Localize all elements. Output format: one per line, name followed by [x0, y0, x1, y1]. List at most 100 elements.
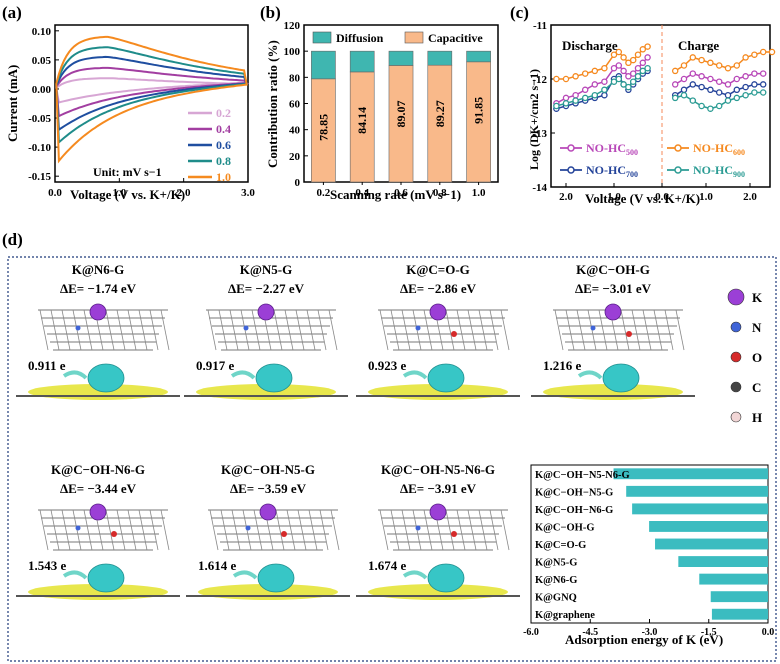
d-charge-cyan-0 — [87, 363, 125, 393]
b-xtick-label-0.8: 0.8 — [433, 187, 447, 199]
c-point-NO-HC500-charge-2 — [689, 70, 697, 77]
d-lattice-col-3-11 — [675, 309, 685, 351]
d-lattice-col-2-11 — [500, 309, 510, 351]
d-lattice-col-6-0 — [379, 509, 389, 551]
c-point-NO-HC500-discharge-13 — [644, 54, 651, 61]
d-n-atom-1 — [243, 325, 249, 331]
c-point-NO-HC500-discharge-7 — [615, 62, 623, 69]
d-n-atom-3 — [590, 325, 596, 331]
c-legend-marker-3 — [674, 166, 682, 174]
c-point-NO-HC600-charge-3 — [698, 56, 705, 64]
c-point-NO-HC900-discharge-2 — [572, 97, 579, 104]
c-point-NO-HC600-discharge-0 — [553, 75, 560, 83]
c-legend-marker-2 — [567, 166, 575, 174]
c-point-NO-HC900-charge-6 — [724, 97, 732, 104]
d-lattice-col-1-1 — [218, 309, 228, 351]
d-lattice-col-5-1 — [220, 509, 230, 551]
c-left-xtick-label-0: 2.0 — [559, 191, 573, 203]
d-k-atom-4 — [89, 503, 107, 521]
d-lattice-col-3-10 — [664, 309, 674, 351]
d-structure-energy-5: ΔE= −3.59 eV — [230, 481, 307, 496]
c-point-NO-HC900-discharge-6 — [610, 78, 618, 85]
c-point-NO-HC600-discharge-12 — [639, 46, 647, 53]
b-legend-swatch-capacitive — [404, 31, 424, 44]
d-bar-label-3: K@C−OH-G — [535, 522, 595, 533]
d-bar-7 — [710, 591, 768, 603]
c-point-NO-HC900-discharge-3 — [581, 94, 589, 102]
d-lattice-col-0-9 — [138, 309, 148, 351]
c-point-NO-HC600-charge-0 — [671, 67, 679, 75]
d-bar-label-8: K@graphene — [535, 610, 595, 621]
d-lattice-col-6-4 — [423, 509, 433, 551]
panel-label-a: (a) — [2, 3, 22, 22]
b-ytick-label-3: 60 — [289, 99, 301, 111]
panel-c: (c) Discharge Charge -11 -12 -13 -14 2.0 1.0… — [510, 3, 776, 206]
d-charge-cyan-6 — [427, 563, 465, 593]
d-n-atom-0 — [75, 325, 81, 331]
d-lattice-col-4-1 — [50, 509, 60, 551]
c-point-NO-HC900-charge-8 — [742, 91, 749, 99]
c-point-NO-HC500-charge-8 — [742, 73, 749, 80]
d-xtick-label-2: -3.0 — [642, 627, 658, 638]
d-charge-value-0: 0.911 e — [28, 358, 66, 373]
c-point-NO-HC600-discharge-7 — [615, 48, 623, 56]
d-o-atom-3 — [626, 331, 632, 337]
c-point-NO-HC600-charge-9 — [751, 51, 758, 58]
d-bars: K@C−OH−N5-N6-G K@C−OH−N5-G K@C−OH−N6-G K@C−… — [535, 468, 768, 621]
d-lattice-col-1-4 — [251, 309, 261, 351]
a-xtick-label-2: 2.0 — [177, 187, 191, 199]
c-section-charge: Charge — [678, 38, 719, 53]
c-point-NO-HC600-charge-6 — [724, 64, 732, 72]
plot-a-frame — [54, 24, 249, 183]
d-lattice-col-1-6 — [273, 309, 283, 351]
b-xtick-label-0.6: 0.6 — [394, 187, 408, 199]
c-point-NO-HC500-discharge-11 — [634, 64, 642, 72]
d-lattice-col-3-6 — [620, 309, 630, 351]
c-point-NO-HC600-charge-11 — [768, 48, 776, 56]
c-point-NO-HC500-discharge-4 — [591, 81, 599, 88]
d-charge-value-5: 1.614 e — [198, 558, 237, 573]
d-atom-legend-dot-C — [730, 381, 742, 393]
panel-a: (a) 0.10 0.05 0.00 -0.05 -0.10 -0.15 0.0 1.0 2.… — [2, 3, 255, 202]
d-bar-1 — [626, 485, 768, 497]
c-point-NO-HC500-discharge-3 — [581, 86, 589, 94]
d-lattice-col-3-2 — [576, 309, 586, 351]
d-structure-title-4: K@C−OH-N6-G — [51, 462, 145, 477]
a-legend: 0.2 0.4 0.6 0.8 1.0 — [188, 106, 231, 184]
b-bar-capacitive-0.2 — [311, 78, 336, 183]
c-point-NO-HC700-charge-3 — [698, 83, 705, 91]
d-atom-legend-dot-K — [727, 288, 745, 306]
d-lattice-col-3-7 — [631, 309, 641, 351]
c-point-NO-HC600-discharge-4 — [591, 67, 599, 75]
a-y-ticks: 0.10 0.05 0.00 -0.05 -0.10 -0.15 — [28, 26, 59, 183]
d-xtick-label-1: -4.5 — [582, 627, 598, 638]
b-bar-diffusion-0.2 — [311, 50, 336, 80]
c-point-NO-HC700-discharge-5 — [601, 91, 608, 99]
d-charge-value-3: 1.216 e — [543, 358, 582, 373]
d-lattice-col-4-6 — [105, 509, 115, 551]
c-point-NO-HC900-discharge-13 — [644, 64, 651, 72]
d-x-axis-label: Adsorption energy of K (eV) — [565, 632, 723, 647]
c-ytick-label-1: -12 — [532, 74, 547, 86]
d-atom-legend-label-H: H — [752, 410, 762, 425]
d-charge-cyan-3 — [602, 363, 640, 393]
d-lattice-col-2-8 — [467, 309, 477, 351]
c-point-NO-HC500-discharge-1 — [562, 94, 570, 102]
d-transfer-arrow-1 — [230, 370, 256, 380]
c-point-NO-HC700-charge-2 — [689, 81, 697, 88]
d-lattice-col-0-2 — [61, 309, 71, 351]
b-y-ticks: 0 20 40 60 80 100 120 — [284, 20, 308, 189]
d-bar-2 — [632, 503, 768, 515]
d-xtick-label-0: -6.0 — [523, 627, 539, 638]
b-legend-label-capacitive: Capacitive — [428, 31, 483, 45]
b-ytick-label-4: 80 — [289, 72, 301, 84]
c-left-xtick-label-1: 1.0 — [607, 191, 621, 203]
d-lattice-col-0-7 — [116, 309, 126, 351]
d-o-atom-4 — [111, 531, 117, 537]
c-point-NO-HC500-discharge-10 — [629, 70, 637, 77]
d-lattice-col-0-10 — [149, 309, 159, 351]
d-lattice-col-5-9 — [308, 509, 318, 551]
c-point-NO-HC500-charge-0 — [671, 81, 679, 88]
b-xtick-label-0.4: 0.4 — [355, 187, 369, 199]
d-lattice-col-0-0 — [39, 309, 49, 351]
